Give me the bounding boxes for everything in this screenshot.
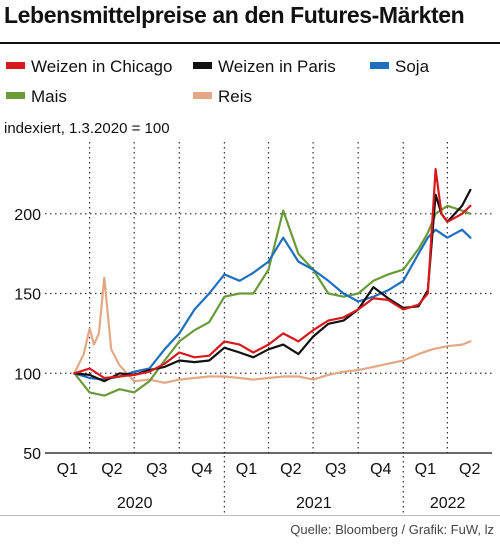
year-label: 2020 xyxy=(117,495,153,512)
x-tick-label: Q2 xyxy=(101,461,122,478)
chart-title: Lebensmittelpreise an den Futures-Märkte… xyxy=(4,2,465,28)
legend-item-corn: Mais xyxy=(6,87,67,107)
x-tick-label: Q2 xyxy=(280,461,301,478)
legend-swatch xyxy=(370,62,389,69)
series-line xyxy=(73,276,472,384)
legend-swatch xyxy=(6,62,25,69)
legend-label: Soja xyxy=(395,57,430,76)
year-label: 2022 xyxy=(430,495,466,512)
chart-subtitle: indexiert, 1.3.2020 = 100 xyxy=(4,120,170,137)
x-tick-label: Q3 xyxy=(325,461,346,478)
title-rule xyxy=(0,42,500,44)
legend-swatch xyxy=(193,62,212,69)
source-note: Quelle: Bloomberg / Grafik: FuW, lz xyxy=(290,522,494,537)
x-tick-label: Q1 xyxy=(236,461,257,478)
x-tick-label: Q2 xyxy=(459,461,480,478)
series-line xyxy=(73,204,472,397)
series-line xyxy=(73,228,472,381)
legend-label: Reis xyxy=(218,87,253,106)
y-tick-label: 150 xyxy=(14,287,41,304)
legend-swatch xyxy=(193,92,212,99)
x-tick-label: Q4 xyxy=(191,461,212,478)
x-tick-label: Q4 xyxy=(370,461,391,478)
legend-item-rice: Reis xyxy=(193,87,252,107)
legend-item-wheat-chicago: Weizen in Chicago xyxy=(6,57,172,77)
x-tick-label: Q1 xyxy=(57,461,78,478)
legend-swatch xyxy=(6,92,25,99)
x-tick-label: Q3 xyxy=(146,461,167,478)
legend-item-soy: Soja xyxy=(370,57,429,77)
year-label: 2021 xyxy=(296,495,332,512)
y-tick-label: 200 xyxy=(14,207,41,224)
legend-label: Weizen in Paris xyxy=(218,57,336,76)
legend-item-wheat-paris: Weizen in Paris xyxy=(193,57,336,77)
y-tick-label: 50 xyxy=(23,446,41,463)
legend-label: Weizen in Chicago xyxy=(31,57,173,76)
bottom-rule xyxy=(0,515,500,516)
legend-label: Mais xyxy=(31,87,67,106)
y-tick-label: 100 xyxy=(14,366,41,383)
x-tick-label: Q1 xyxy=(415,461,436,478)
series-line xyxy=(73,168,472,380)
